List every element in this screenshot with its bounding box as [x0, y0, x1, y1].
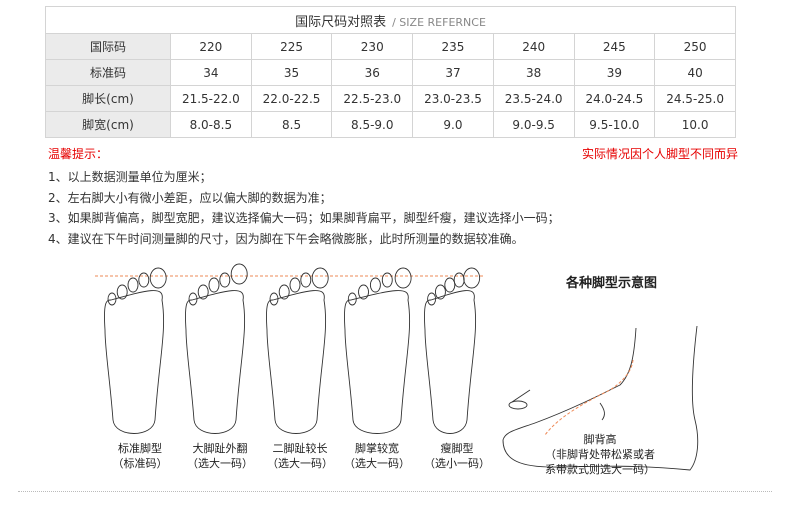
side-foot-caption: 脚背高 （非脚背处带松紧或者 系带款式则选大一码） [520, 432, 680, 477]
foot-name: 标准脚型 [118, 442, 162, 455]
foot-outline-icon [344, 290, 411, 434]
notes-list: 1、以上数据测量单位为厘米； 2、左右脚大小有微小差距，应以偏大脚的数据为准； … [48, 167, 560, 249]
toe-icon [444, 277, 456, 293]
toe-icon [434, 284, 446, 300]
row-header: 脚长(cm) [45, 85, 171, 112]
foot-caption: 二脚趾较长 （选大一码） [255, 441, 345, 471]
foot-name: 脚背高 [583, 433, 617, 446]
toe-icon [289, 277, 301, 293]
cell: 24.0-24.5 [573, 85, 656, 112]
table-row: 脚宽(cm) 8.0-8.5 8.5 8.5-9.0 9.0 9.0-9.5 9.5-10.… [45, 111, 736, 138]
cell: 38 [492, 59, 575, 86]
toe-icon [300, 272, 312, 288]
toe-icon [463, 267, 481, 289]
toe-icon [358, 284, 369, 300]
toe-icon [427, 292, 437, 306]
title-cn: 国际尺码对照表 [295, 14, 387, 30]
foot-advice: （非脚背处带松紧或者 [545, 448, 655, 461]
cell: 240 [492, 33, 575, 60]
cell: 10.0 [654, 111, 736, 138]
row-header: 标准码 [45, 59, 171, 86]
foot-advice: （选大一码） [187, 457, 253, 470]
toe-icon [107, 292, 117, 306]
foot-name: 二脚趾较长 [272, 442, 328, 455]
tips-label: 温馨提示： [48, 147, 109, 161]
cell: 24.5-25.0 [654, 85, 736, 112]
toe-icon [269, 292, 279, 306]
toe-icon [347, 292, 357, 306]
note-item: 2、左右脚大小有微小差距，应以偏大脚的数据为准； [48, 190, 332, 205]
cell: 225 [250, 33, 333, 60]
note-right: 实际情况因个人脚型不同而异 [581, 147, 738, 161]
foot-name: 大脚趾外翻 [192, 442, 248, 455]
foot-advice: （标准码） [112, 457, 168, 470]
toe-icon [394, 267, 412, 289]
toe-icon [208, 277, 220, 293]
row-header: 脚宽(cm) [45, 111, 171, 138]
side-foot-icon [502, 325, 699, 471]
toe-icon [311, 267, 329, 289]
toe-icon [116, 284, 128, 300]
cell: 22.0-22.5 [250, 85, 333, 112]
toe-icon [149, 267, 167, 289]
foot-name: 瘦脚型 [440, 442, 474, 455]
instep-line [544, 359, 634, 436]
foot-outline-icon [424, 290, 477, 434]
cell: 23.0-23.5 [412, 85, 494, 112]
toe-icon [197, 284, 209, 300]
cell: 8.0-8.5 [170, 111, 252, 138]
cell: 8.5-9.0 [331, 111, 414, 138]
toe-icon [230, 263, 248, 285]
foot-caption: 大脚趾外翻 （选大一码） [175, 441, 265, 471]
foot-outline-icon [185, 290, 246, 434]
foot-caption: 脚掌较宽 （选大一码） [332, 441, 422, 471]
foot-advice: （选大一码） [267, 457, 333, 470]
foot-outline-icon [266, 290, 327, 434]
foot-caption: 瘦脚型 （选小一码） [412, 441, 502, 471]
toe-icon [369, 277, 381, 293]
foot-advice: （选小一码） [424, 457, 490, 470]
note-item: 1、以上数据测量单位为厘米； [48, 170, 212, 184]
cell: 36 [331, 59, 414, 86]
toe-icon [219, 272, 231, 288]
foot-caption: 标准脚型 （标准码） [95, 441, 185, 471]
cell: 9.0-9.5 [492, 111, 575, 138]
foot-advice: （选大一码） [344, 457, 410, 470]
toe-icon [138, 272, 150, 288]
diagram-title: 各种脚型示意图 [566, 276, 658, 291]
toe-icon [453, 272, 465, 288]
foot-outline-icon [104, 290, 165, 434]
toe-icon [278, 284, 290, 300]
toe-icon [127, 277, 139, 293]
table-row: 国际码 220 225 230 235 240 245 250 [45, 33, 736, 60]
divider [18, 491, 772, 492]
foot-advice: 系带款式则选大一码） [545, 463, 655, 476]
cell: 8.5 [250, 111, 333, 138]
cell: 9.0 [412, 111, 494, 138]
row-header: 国际码 [45, 33, 171, 60]
table-title: 国际尺码对照表 / SIZE REFERNCE [45, 6, 736, 34]
note-item: 4、建议在下午时间测量脚的尺寸，因为脚在下午会略微膨胀，此时所测量的数据较准确。 [48, 231, 524, 246]
size-chart-table: 国际尺码对照表 / SIZE REFERNCE 国际码 220 225 230 235 24… [45, 6, 736, 138]
cell: 9.5-10.0 [573, 111, 656, 138]
cell: 235 [412, 33, 494, 60]
toe-icon [188, 292, 198, 306]
title-en: / SIZE REFERNCE [392, 15, 486, 29]
note-item: 3、如果脚背偏高，脚型宽肥，建议选择偏大一码；如果脚背扁平，脚型纤瘦，建议选择小… [48, 211, 560, 225]
toe-icon [381, 272, 393, 288]
foot-name: 脚掌较宽 [355, 442, 399, 455]
